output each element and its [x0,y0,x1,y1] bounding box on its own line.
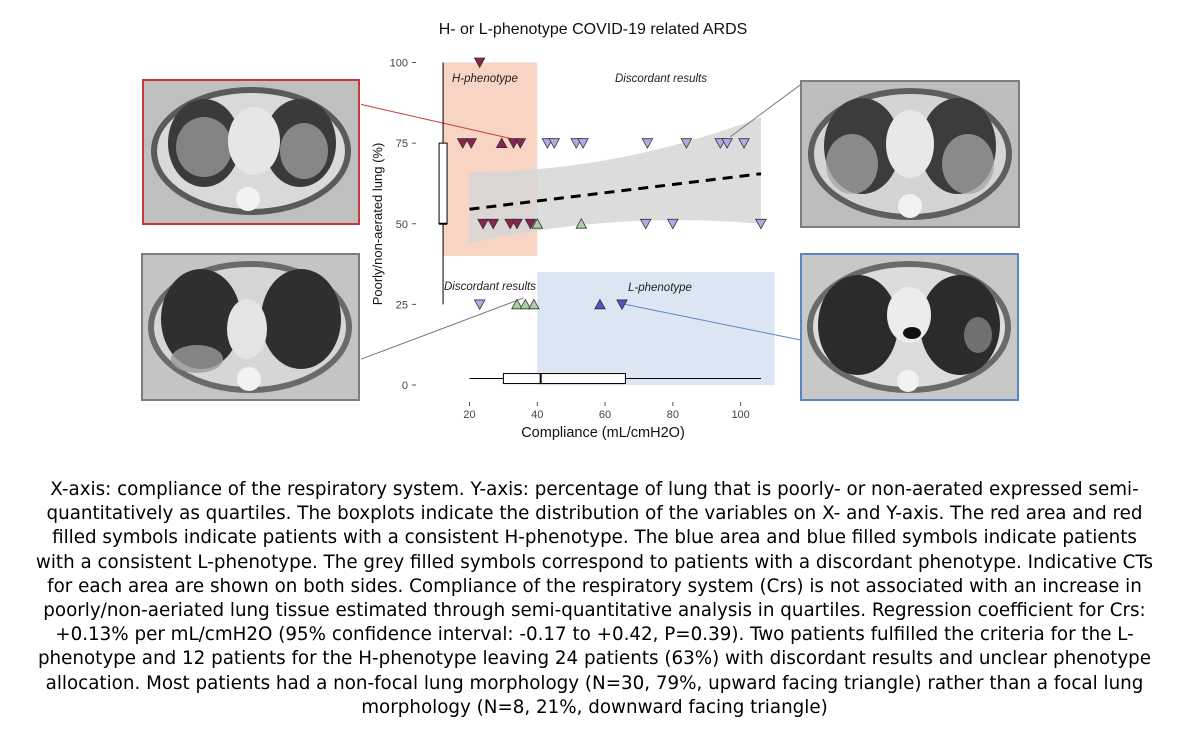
points-layer [456,57,767,311]
point-s1-7 [487,218,500,230]
point-s3-12 [755,218,767,230]
axes-layer: 20 40 60 80 100 0 25 50 75 100 [390,58,750,422]
y-tick-label-0: 0 [402,380,408,392]
ct-lung-scan-icon [148,261,352,393]
point-s3-4 [577,138,589,149]
point-s5-1 [594,298,606,310]
point-s2-1 [495,137,508,148]
scatter-chart: 20 40 60 80 100 0 25 50 75 100 H- or L-phenotype … [360,21,801,441]
point-s4-1 [531,217,544,229]
regression-line [469,172,762,211]
ct-image-discordant-left [141,253,360,401]
ct-lung-scan-icon [807,261,1011,393]
point-s3-11 [666,218,679,230]
point-s3-10 [639,218,652,230]
chart-title: H- or L-phenotype COVID-19 related ARDS [439,21,748,38]
figure-caption: X-axis: compliance of the respiratory sy… [35,479,1154,718]
callout-line-3 [730,84,801,138]
ct-lung-scan-icon [151,87,351,215]
point-s1-3 [465,138,478,149]
confidence-band [469,117,761,244]
point-s1-6 [477,218,489,230]
y-tick-label-50: 50 [396,219,408,231]
ct-image-l-phenotype [800,253,1019,401]
x-tick-label-20: 20 [463,409,475,421]
y-axis-title: Poorly/non-aerated lung (%) [370,143,385,306]
point-s3-6 [680,138,693,149]
point-s3-8 [721,138,733,149]
ct-lung-scan-icon [808,88,1012,220]
region-label-h-phenotype: H-phenotype [452,73,518,85]
x-tick-label-100: 100 [731,409,749,421]
point-s6-1 [616,299,628,311]
callout-line-4 [625,303,801,341]
point-s1-5 [514,138,527,149]
region-layer [442,62,775,385]
y-tick-label-75: 75 [396,138,408,150]
callout-line-1 [360,103,518,141]
point-s1-10 [524,218,537,230]
point-s1-2 [456,138,469,149]
point-s3-9 [738,138,750,149]
point-s3-5 [641,138,654,149]
point-s4-3 [511,298,523,310]
annotation-discordant-bottom: Discordant results [444,281,536,293]
confidence-band-layer [469,117,762,244]
callout-line-2 [360,297,524,360]
region-l-phenotype [537,272,775,385]
x-tick-label-60: 60 [599,409,611,421]
x-axis-title: Compliance (mL/cmH2O) [521,425,685,441]
point-s4-2 [575,217,588,229]
y-tick-label-100: 100 [390,58,408,70]
x-tick-label-80: 80 [667,409,679,421]
annotation-discordant-top: Discordant results [615,73,707,85]
point-s1-9 [511,218,523,230]
point-s3-13 [473,299,486,311]
point-s3-2 [548,138,561,149]
y-boxplot-box [438,142,448,225]
ct-image-discordant-right [800,80,1020,228]
x-tick-label-40: 40 [531,409,543,421]
point-s1-1 [473,57,486,69]
callout-lines-layer [360,84,801,360]
point-s4-4 [519,298,532,310]
point-s4-5 [528,298,540,310]
region-label-l-phenotype: L-phenotype [628,282,692,294]
y-tick-label-25: 25 [396,299,408,311]
x-boxplot-box [502,373,626,385]
ct-image-h-phenotype [142,79,360,225]
boxplot-layer [438,62,761,385]
